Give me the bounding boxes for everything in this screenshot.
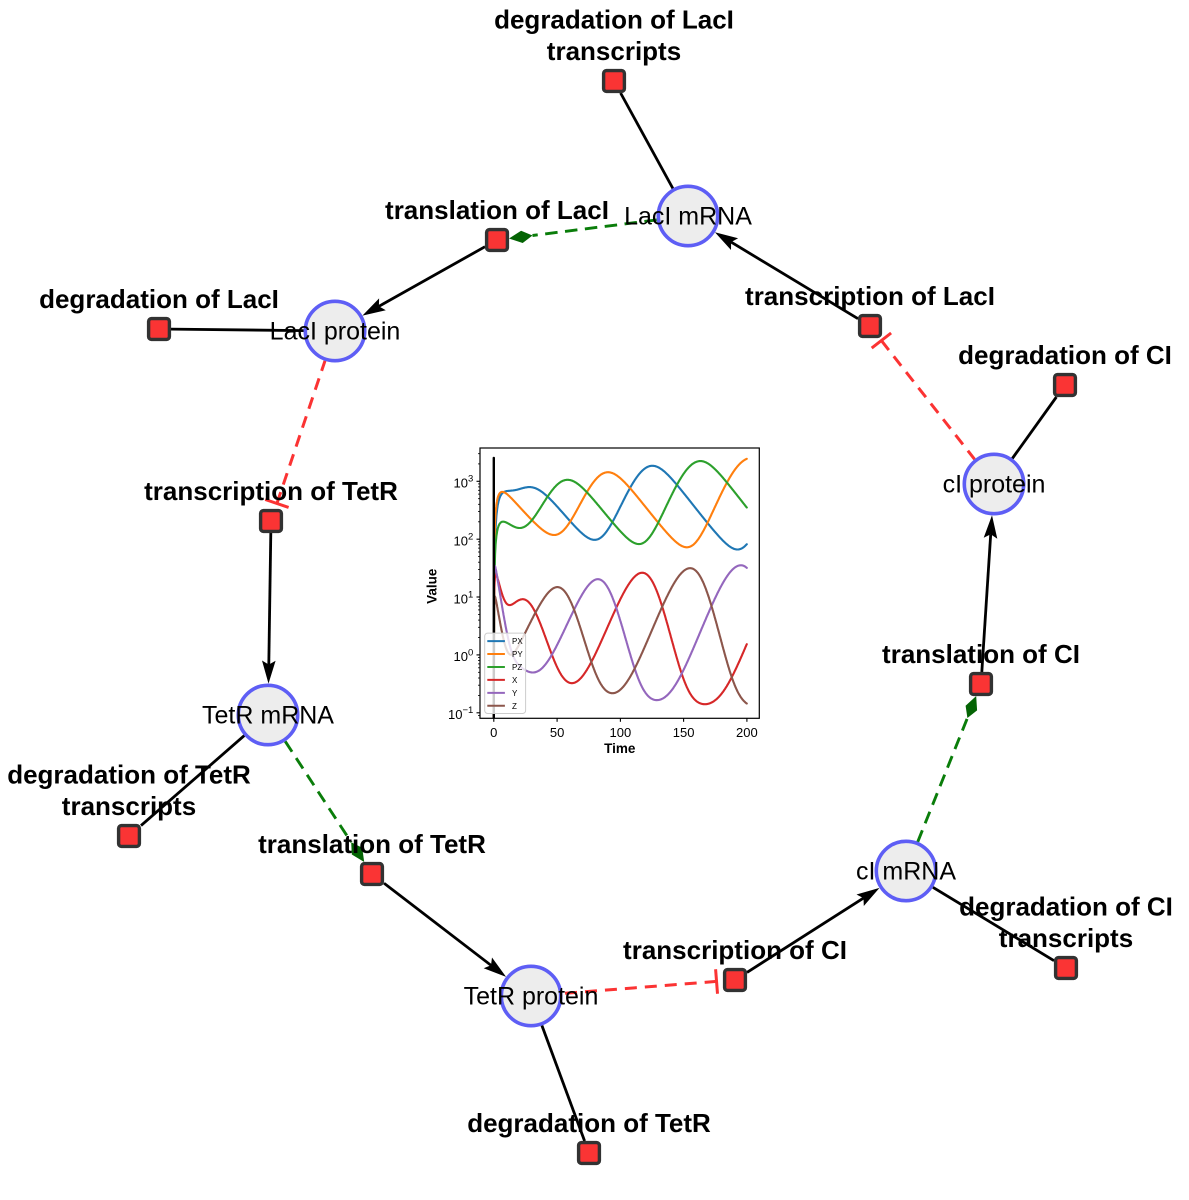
svg-text:transcription of CI: transcription of CI — [623, 935, 847, 965]
svg-text:translation of TetR: translation of TetR — [258, 829, 486, 859]
svg-text:transcripts: transcripts — [547, 36, 681, 66]
svg-text:translation of LacI: translation of LacI — [385, 195, 609, 225]
svg-text:transcription of LacI: transcription of LacI — [745, 281, 995, 311]
svg-text:TetR protein: TetR protein — [464, 983, 599, 1011]
svg-text:degradation of LacI: degradation of LacI — [494, 5, 734, 35]
svg-text:X: X — [512, 676, 518, 685]
svg-text:200: 200 — [736, 725, 758, 740]
svg-text:degradation of LacI: degradation of LacI — [39, 284, 279, 314]
svg-text:PX: PX — [512, 637, 523, 646]
svg-text:degradation of TetR: degradation of TetR — [467, 1108, 711, 1138]
svg-text:cI mRNA: cI mRNA — [856, 858, 956, 886]
svg-text:100: 100 — [610, 725, 632, 740]
svg-text:PY: PY — [512, 650, 523, 659]
svg-text:0: 0 — [490, 725, 497, 740]
svg-text:TetR mRNA: TetR mRNA — [202, 702, 334, 730]
svg-text:Z: Z — [512, 702, 517, 711]
svg-text:150: 150 — [673, 725, 695, 740]
svg-text:cI protein: cI protein — [943, 471, 1046, 499]
svg-text:degradation of TetR: degradation of TetR — [7, 760, 251, 790]
svg-text:Y: Y — [512, 689, 518, 698]
svg-text:Value: Value — [424, 568, 439, 604]
svg-text:transcripts: transcripts — [999, 923, 1133, 953]
svg-text:degradation of CI: degradation of CI — [959, 892, 1173, 922]
svg-text:degradation of CI: degradation of CI — [958, 340, 1172, 370]
svg-text:transcripts: transcripts — [62, 791, 196, 821]
svg-text:transcription of TetR: transcription of TetR — [144, 476, 398, 506]
svg-text:50: 50 — [550, 725, 564, 740]
svg-text:Time: Time — [604, 741, 636, 756]
svg-text:LacI protein: LacI protein — [270, 318, 401, 346]
svg-text:translation of CI: translation of CI — [882, 639, 1080, 669]
svg-text:PZ: PZ — [512, 663, 522, 672]
svg-text:LacI mRNA: LacI mRNA — [624, 203, 752, 231]
